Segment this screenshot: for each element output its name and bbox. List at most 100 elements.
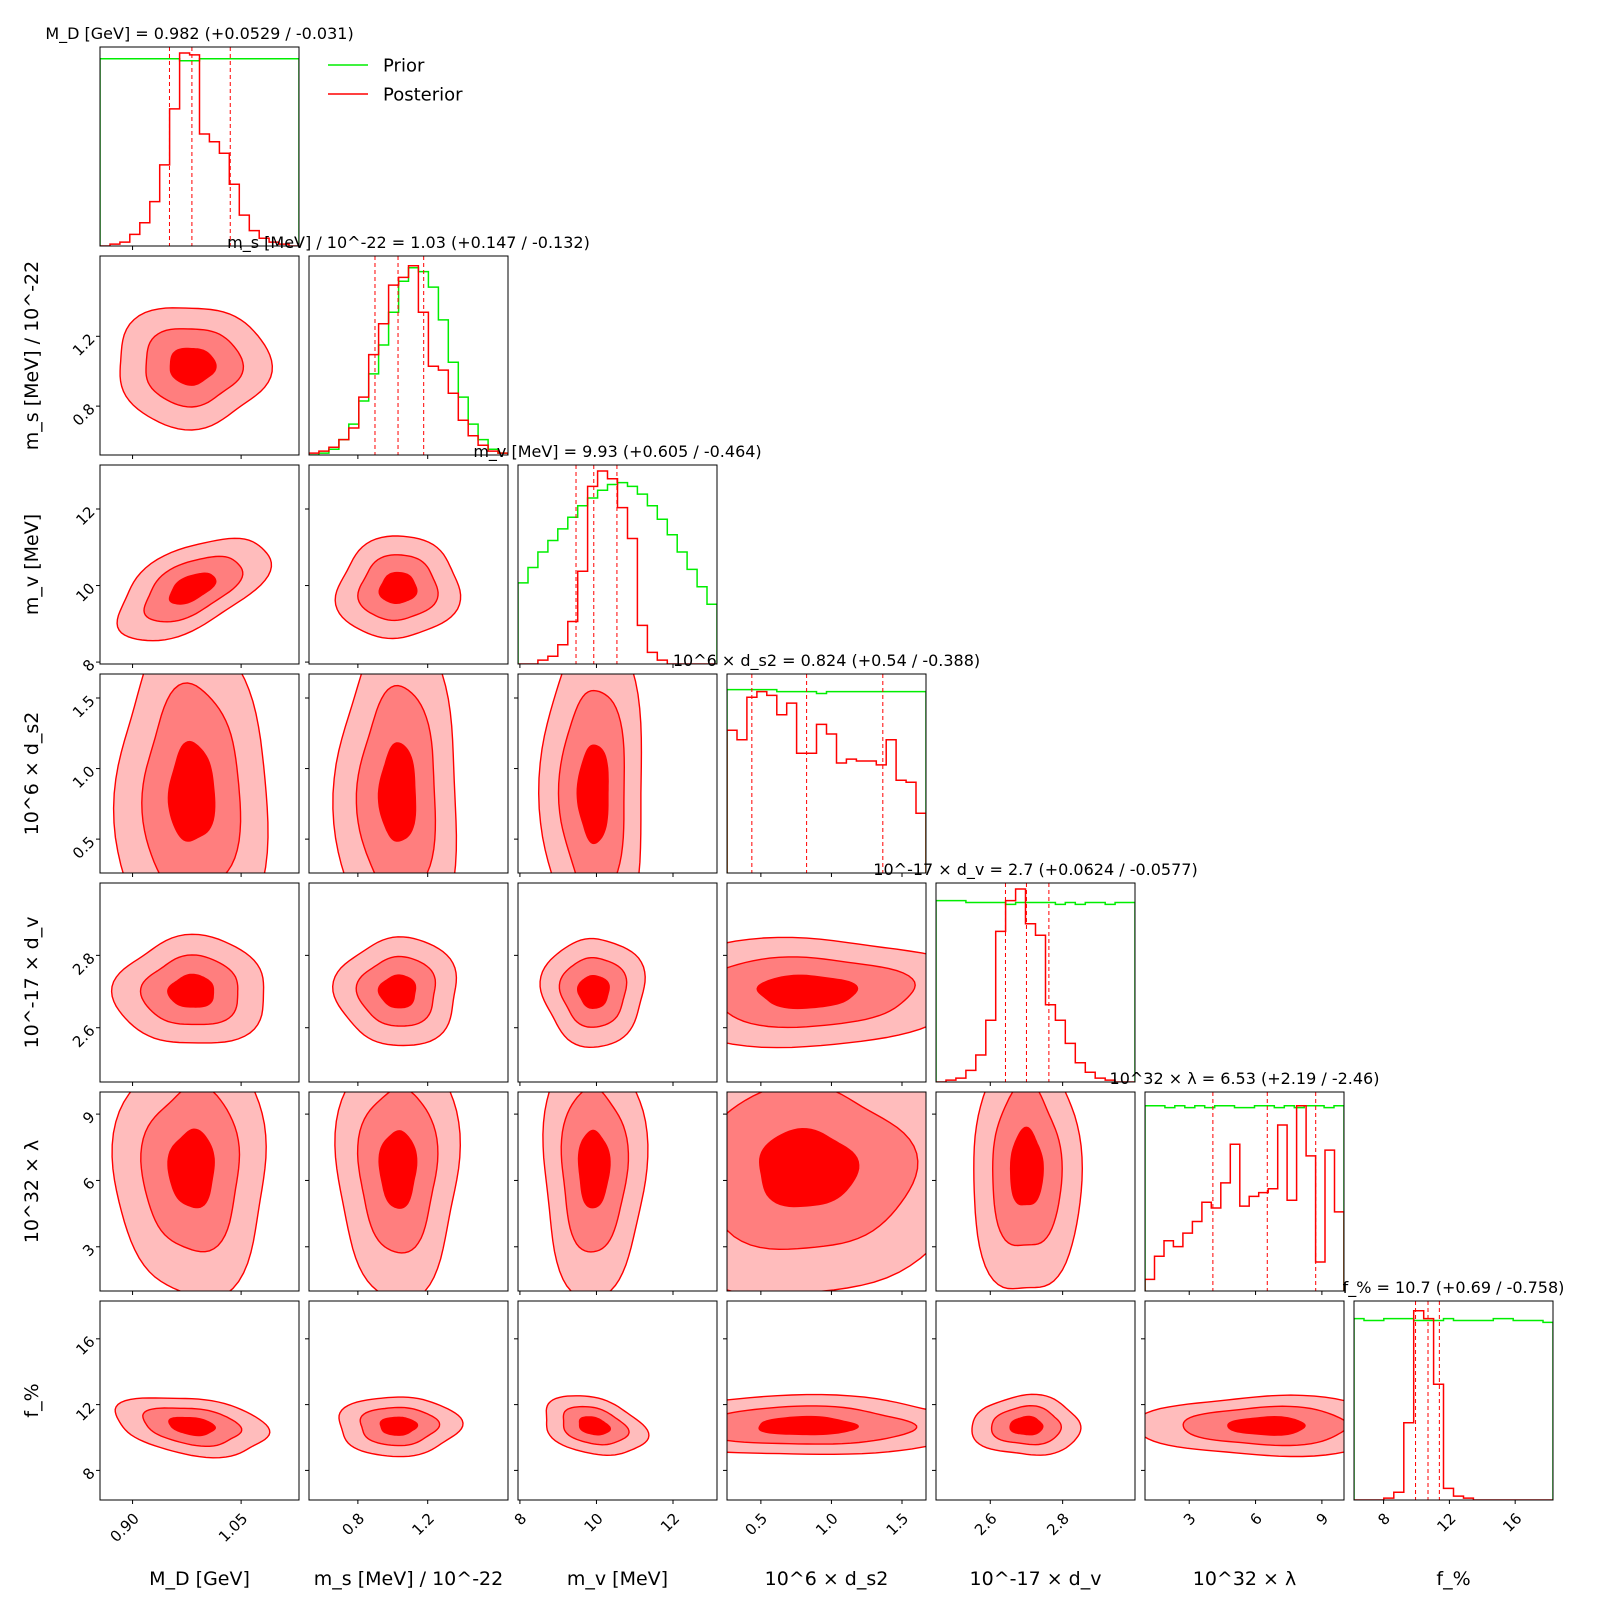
contour-level-3 bbox=[378, 1130, 418, 1209]
x-axis-label-ms: m_s [MeV] / 10^-22 bbox=[314, 1568, 503, 1590]
y-tick-label: 12 bbox=[72, 503, 98, 529]
y-tick-label: 2.8 bbox=[69, 949, 99, 979]
contour-level-3 bbox=[377, 742, 417, 842]
x-tick-label: 0.8 bbox=[339, 1510, 369, 1540]
hist-panel-dv: 10^-17 × d_v = 2.7 (+0.0624 / -0.0577) bbox=[873, 860, 1198, 1086]
prior-histogram-dv bbox=[936, 899, 1135, 1082]
panel-frame bbox=[726, 673, 927, 874]
contour-panel-ds2-dv bbox=[723, 882, 927, 1086]
y-axis-label-f: f_% bbox=[21, 1383, 43, 1417]
x-tick-label: 9 bbox=[1313, 1510, 1332, 1529]
y-tick-label: 1.0 bbox=[69, 762, 99, 792]
contour-level-3 bbox=[577, 975, 610, 1010]
legend-label: Prior bbox=[383, 55, 425, 76]
contour-panel-dv-lambda bbox=[932, 1091, 1136, 1295]
panel-frame bbox=[308, 1300, 509, 1501]
contour-level-3 bbox=[377, 974, 417, 1009]
hist-panel-ds2: 10^6 × d_s2 = 0.824 (+0.54 / -0.388) bbox=[673, 651, 980, 877]
x-tick-label: 16 bbox=[1499, 1510, 1525, 1536]
hist-panel-f: f_% = 10.7 (+0.69 / -0.758) 8 12 16 bbox=[1343, 1278, 1565, 1536]
contour-level-3 bbox=[168, 1416, 217, 1437]
panel-frame bbox=[308, 255, 509, 456]
y-tick-label: 8 bbox=[79, 656, 98, 675]
x-axis-label-ds2: 10^6 × d_s2 bbox=[765, 1568, 889, 1590]
contour-panel-mv-lambda bbox=[514, 1091, 718, 1295]
posterior-histogram-ms bbox=[309, 265, 508, 455]
x-axis-label-dv: 10^-17 × d_v bbox=[970, 1568, 1102, 1590]
contour-panel-ms-f: 0.8 1.2 bbox=[305, 1300, 509, 1540]
panel-title: m_v [MeV] = 9.93 (+0.605 / -0.464) bbox=[473, 442, 761, 462]
y-tick-label: 6 bbox=[79, 1174, 98, 1193]
hist-panel-ms: m_s [MeV] / 10^-22 = 1.03 (+0.147 / -0.1… bbox=[227, 233, 590, 459]
posterior-histogram-dv bbox=[936, 888, 1135, 1082]
x-tick-label: 12 bbox=[1433, 1510, 1459, 1536]
panel-frame bbox=[517, 673, 718, 874]
contour-level-3 bbox=[378, 571, 418, 604]
contour-level-3 bbox=[168, 572, 217, 605]
y-tick-label: 12 bbox=[72, 1398, 98, 1424]
x-axis-label-f: f_% bbox=[1436, 1568, 1470, 1590]
panel-frame bbox=[1144, 1091, 1345, 1292]
y-axis-label-ms: m_s [MeV] / 10^-22 bbox=[21, 261, 43, 450]
panel-frame bbox=[517, 1300, 718, 1501]
y-axis-label-lambda: 10^32 × λ bbox=[21, 1140, 43, 1244]
hist-panel-MD: M_D [GeV] = 0.982 (+0.0529 / -0.031) bbox=[45, 24, 354, 250]
panel-title: 10^-17 × d_v = 2.7 (+0.0624 / -0.0577) bbox=[873, 860, 1197, 880]
x-tick-label: 0.90 bbox=[106, 1510, 142, 1546]
panel-frame bbox=[726, 1091, 927, 1292]
panel-frame bbox=[726, 882, 927, 1083]
posterior-histogram-f bbox=[1354, 1310, 1553, 1500]
contour-level-3 bbox=[758, 1415, 859, 1436]
posterior-histogram-mv bbox=[518, 470, 717, 664]
y-tick-label: 0.8 bbox=[69, 400, 99, 430]
panel-frame bbox=[308, 673, 509, 874]
contour-panel-MD-f: 0.90 1.05 8 12 16 bbox=[72, 1300, 300, 1546]
x-tick-label: 0.5 bbox=[742, 1510, 772, 1540]
panel-frame bbox=[517, 882, 718, 1083]
contour-panel-MD-mv: 8 10 12 bbox=[72, 464, 300, 675]
hist-panel-mv: m_v [MeV] = 9.93 (+0.605 / -0.464) bbox=[473, 442, 762, 668]
panel-frame bbox=[308, 882, 509, 1083]
panel-frame bbox=[517, 464, 718, 665]
x-tick-label: 1.05 bbox=[215, 1510, 251, 1546]
panel-title: m_s [MeV] / 10^-22 = 1.03 (+0.147 / -0.1… bbox=[227, 233, 590, 253]
hist-panel-lambda: 10^32 × λ = 6.53 (+2.19 / -2.46) bbox=[1110, 1069, 1380, 1295]
panel-frame bbox=[726, 1300, 927, 1501]
y-tick-label: 8 bbox=[79, 1464, 98, 1483]
contour-panel-mv-f: 8 10 12 bbox=[511, 1300, 718, 1536]
panel-frame bbox=[517, 1091, 718, 1292]
posterior-histogram-lambda bbox=[1145, 1104, 1344, 1291]
legend-label: Posterior bbox=[383, 84, 463, 105]
legend: Prior Posterior bbox=[328, 55, 463, 105]
x-tick-label: 10 bbox=[580, 1510, 606, 1536]
contour-panel-MD-lambda: 3 6 9 bbox=[79, 1091, 300, 1295]
contour-level-3 bbox=[576, 744, 609, 845]
contour-level-3 bbox=[578, 1416, 612, 1436]
panel-title: M_D [GeV] = 0.982 (+0.0529 / -0.031) bbox=[45, 24, 353, 44]
panel-frame bbox=[99, 882, 300, 1083]
contour-panel-MD-ms: 0.8 1.2 bbox=[69, 255, 300, 459]
y-axis-label-mv: m_v [MeV] bbox=[21, 514, 43, 615]
panel-frame bbox=[935, 882, 1136, 1083]
x-tick-label: 6 bbox=[1246, 1510, 1265, 1529]
x-tick-label: 2.6 bbox=[971, 1510, 1001, 1540]
panel-frame bbox=[99, 46, 300, 247]
y-tick-label: 0.5 bbox=[69, 833, 99, 863]
contour-panel-mv-dv bbox=[514, 882, 718, 1086]
contour-level-3 bbox=[1227, 1415, 1306, 1436]
contour-level-3 bbox=[577, 1129, 611, 1209]
contour-level-3 bbox=[756, 974, 859, 1010]
x-tick-label: 3 bbox=[1180, 1510, 1199, 1529]
contour-level-3 bbox=[1009, 1415, 1044, 1436]
panel-frame bbox=[99, 1091, 300, 1292]
x-axis-label-lambda: 10^32 × λ bbox=[1193, 1568, 1297, 1590]
contour-level-3 bbox=[167, 973, 215, 1008]
y-tick-label: 9 bbox=[79, 1108, 98, 1127]
contour-panel-ds2-lambda bbox=[723, 1091, 927, 1295]
panel-frame bbox=[99, 255, 300, 456]
contour-panel-MD-ds2: 0.5 1.0 1.5 bbox=[69, 673, 300, 877]
contour-panel-ms-ds2 bbox=[305, 673, 509, 877]
panel-title: f_% = 10.7 (+0.69 / -0.758) bbox=[1343, 1278, 1565, 1298]
y-tick-label: 2.6 bbox=[69, 1022, 99, 1052]
panel-title: 10^32 × λ = 6.53 (+2.19 / -2.46) bbox=[1110, 1069, 1380, 1088]
